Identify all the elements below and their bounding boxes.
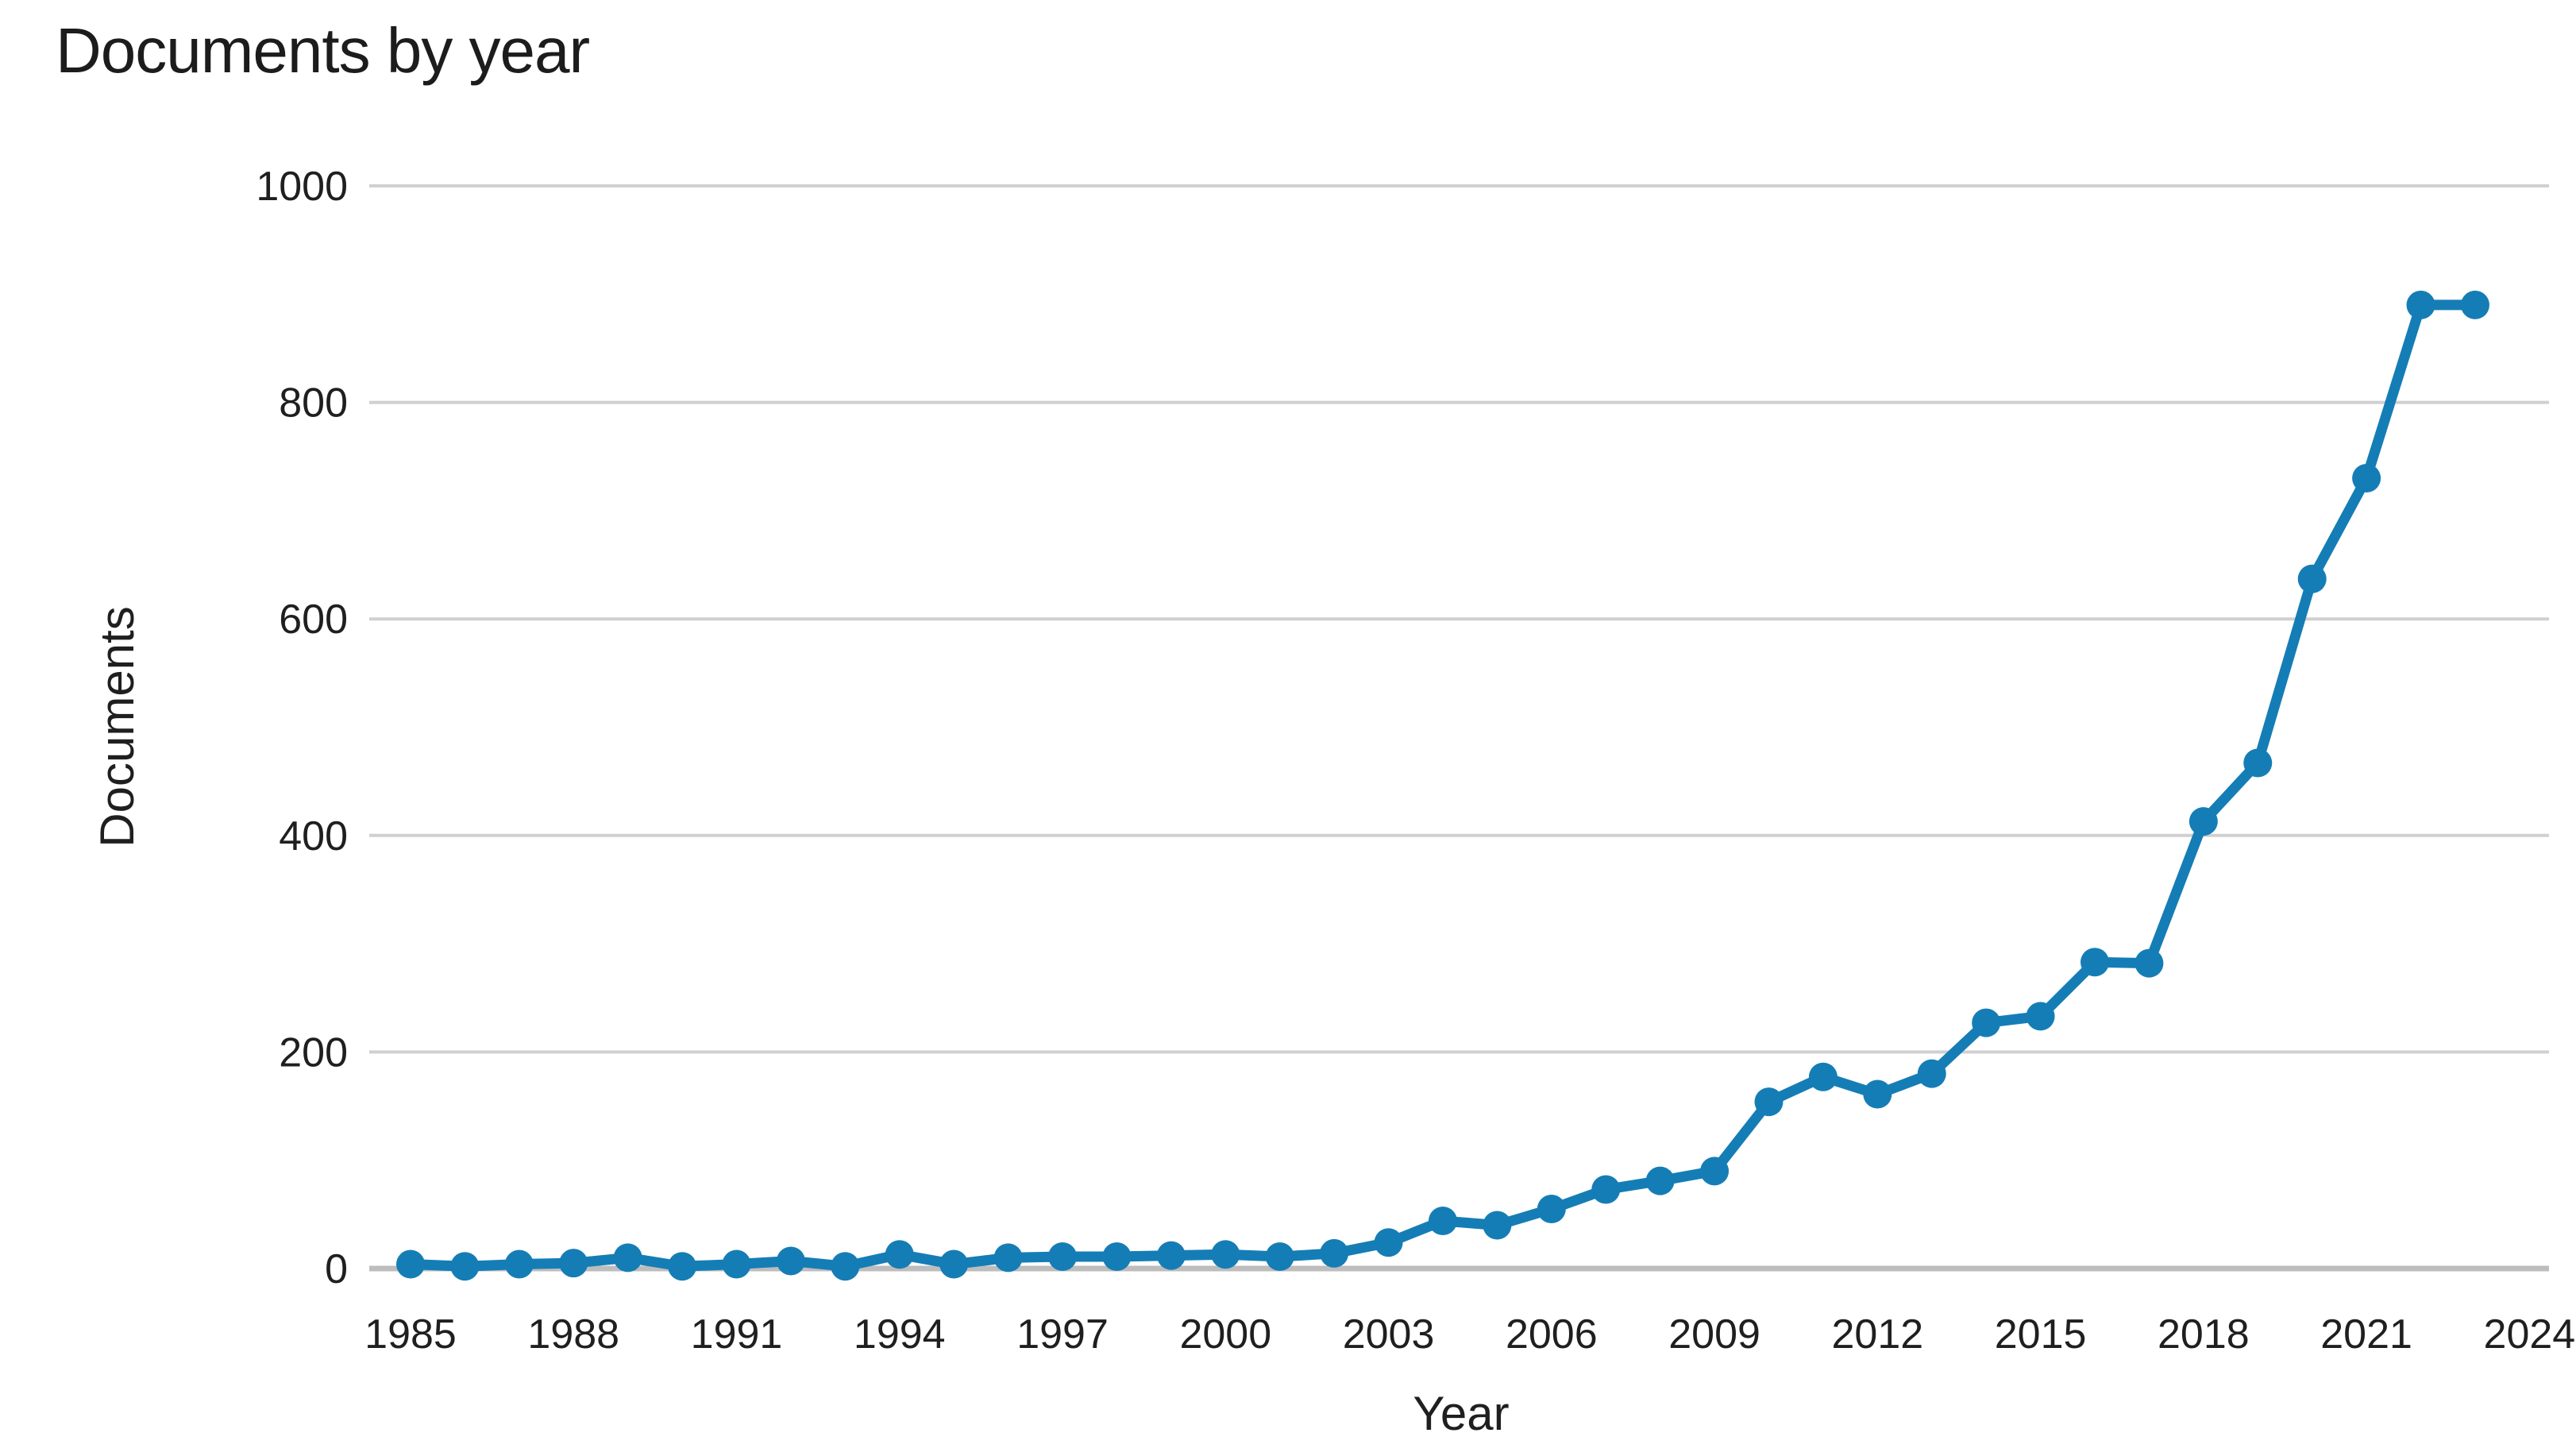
x-tick-label: 2003 [1343, 1311, 1435, 1358]
x-tick-label: 1985 [364, 1311, 457, 1358]
data-point [2243, 748, 2273, 778]
data-series [396, 290, 2489, 1281]
x-tick-label: 1991 [691, 1311, 783, 1358]
data-point [1320, 1238, 1349, 1268]
data-point [2352, 464, 2381, 493]
gridlines [369, 184, 2549, 1272]
data-point [2026, 1002, 2055, 1031]
chart-title: Documents by year [56, 15, 590, 86]
x-tick-label: 2015 [1995, 1311, 2087, 1358]
data-point [1537, 1195, 1566, 1224]
x-tick-label: 2021 [2320, 1311, 2412, 1358]
x-tick-label: 2018 [2158, 1311, 2250, 1358]
x-tick-label: 2012 [1831, 1311, 1923, 1358]
data-point [613, 1243, 642, 1273]
data-point [1265, 1242, 1294, 1272]
y-tick-label: 0 [325, 1246, 348, 1292]
data-point [1808, 1062, 1838, 1091]
y-tick-label: 600 [279, 597, 348, 643]
data-point [2297, 564, 2327, 593]
data-point [1102, 1242, 1132, 1272]
data-point [831, 1252, 860, 1281]
x-tick-label: 2009 [1668, 1311, 1760, 1358]
data-point [1156, 1241, 1186, 1270]
y-axis-title: Documents [91, 606, 144, 847]
data-point [1591, 1175, 1621, 1204]
data-point [1211, 1240, 1240, 1269]
data-point [2460, 290, 2489, 319]
data-point [993, 1243, 1023, 1273]
data-point [2080, 948, 2110, 977]
x-axis-tick-labels: 1985 1988 1991 1994 1997 2000 2003 2006 2009 2012… [364, 1311, 2575, 1358]
data-point [396, 1249, 425, 1279]
data-point [885, 1240, 914, 1269]
x-tick-label: 1988 [527, 1311, 619, 1358]
data-point [1700, 1157, 1730, 1186]
data-point [2134, 948, 2164, 978]
x-tick-label: 2006 [1506, 1311, 1598, 1358]
data-point [722, 1249, 751, 1279]
data-point [1374, 1228, 1403, 1257]
data-point [1048, 1242, 1078, 1272]
data-point [1428, 1207, 1457, 1236]
data-point [939, 1249, 969, 1279]
data-point [1645, 1166, 1675, 1195]
x-tick-label: 2024 [2484, 1311, 2576, 1358]
data-point [2406, 290, 2435, 319]
y-tick-label: 400 [279, 813, 348, 859]
x-tick-label: 2000 [1179, 1311, 1271, 1358]
y-tick-label: 1000 [256, 164, 348, 210]
x-tick-label: 1997 [1016, 1311, 1109, 1358]
data-point [2188, 807, 2218, 836]
y-tick-label: 800 [279, 380, 348, 427]
data-point [559, 1249, 588, 1278]
data-point [776, 1246, 805, 1276]
data-point [504, 1249, 534, 1279]
x-axis-title: Year [1413, 1387, 1509, 1440]
data-point [1917, 1059, 1946, 1088]
data-point [450, 1252, 480, 1281]
data-point [1972, 1008, 2001, 1037]
y-axis-tick-labels: 1000 800 600 400 200 0 [256, 164, 348, 1292]
data-line [405, 299, 2481, 1272]
x-tick-label: 1994 [854, 1311, 946, 1358]
data-point [1863, 1079, 1892, 1109]
y-tick-label: 200 [279, 1029, 348, 1076]
data-point [1483, 1211, 1512, 1240]
data-point [668, 1252, 697, 1281]
data-point [1754, 1087, 1784, 1117]
